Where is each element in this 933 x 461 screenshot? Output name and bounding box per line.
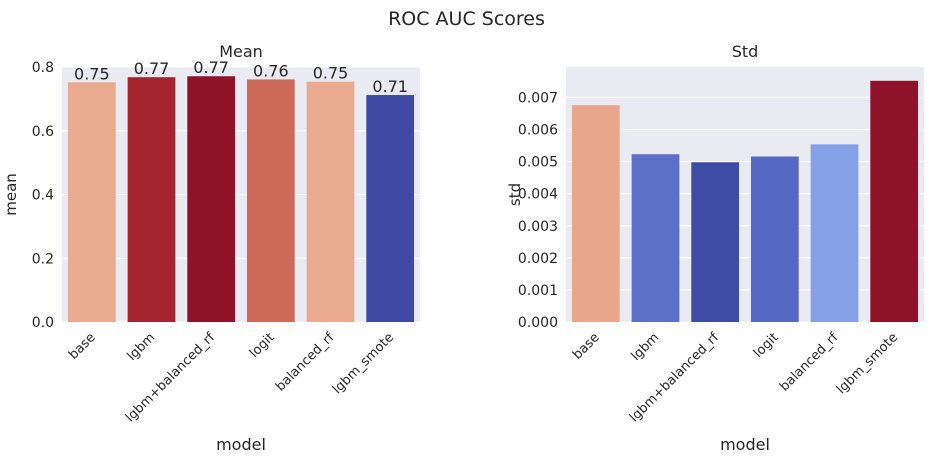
mean-y-tick-label: 0.8 (32, 60, 54, 76)
mean-bar (366, 95, 415, 322)
mean-bar-value-label: 0.75 (74, 64, 110, 83)
mean-x-tick-label: logit (247, 330, 278, 361)
mean-bar-value-label: 0.75 (313, 64, 349, 83)
std-x-tick-label: lgbm (629, 330, 663, 364)
mean-x-tick-label: balanced_rf (273, 330, 338, 395)
std-y-tick-label: 0.004 (518, 187, 558, 203)
mean-bar (127, 77, 176, 322)
std-x-tick-label: base (570, 330, 603, 363)
mean-bar (246, 79, 295, 323)
std-y-tick-label: 0.002 (518, 251, 558, 267)
mean-y-tick-label: 0.0 (32, 315, 54, 331)
mean-bar-value-label: 0.71 (372, 77, 408, 96)
mean-bar-value-label: 0.77 (134, 59, 170, 78)
std-y-axis-label: std (506, 183, 524, 206)
std-y-tick-label: 0.003 (518, 219, 558, 235)
mean-subplot-title: Mean (219, 42, 263, 61)
mean-bar-value-label: 0.76 (253, 61, 289, 80)
std-subplot-title: Std (732, 42, 759, 61)
std-x-tick-label: lgbm_smote (834, 330, 901, 397)
std-plot-area (566, 67, 924, 322)
mean-y-tick-label: 0.6 (32, 124, 54, 140)
mean-x-tick-label: lgbm_smote (330, 330, 397, 397)
mean-x-axis-label: model (216, 435, 266, 454)
std-bar (810, 144, 859, 322)
std-y-tick-label: 0.000 (518, 315, 558, 331)
figure-title: ROC AUC Scores (388, 8, 545, 30)
mean-bar (187, 76, 236, 323)
std-bar (750, 156, 799, 322)
mean-y-axis-label: mean (2, 173, 20, 216)
std-x-axis-label: model (720, 435, 770, 454)
mean-y-tick-label: 0.2 (32, 251, 54, 267)
std-y-tick-label: 0.001 (518, 283, 558, 299)
std-bar (870, 80, 919, 322)
mean-x-tick-label: base (66, 330, 99, 363)
std-y-tick-label: 0.006 (518, 123, 558, 139)
mean-bar (306, 81, 355, 322)
mean-bar (67, 82, 116, 322)
std-y-tick-label: 0.005 (518, 155, 558, 171)
std-y-tick-label: 0.007 (518, 90, 558, 106)
std-bar (691, 162, 740, 322)
mean-y-tick-label: 0.4 (32, 188, 54, 204)
std-bar (571, 105, 620, 322)
mean-x-tick-label: lgbm (125, 330, 159, 364)
std-x-tick-label: balanced_rf (777, 330, 842, 395)
mean-bar-value-label: 0.77 (193, 58, 229, 77)
std-x-tick-label: logit (751, 330, 782, 361)
std-bar (631, 154, 680, 322)
